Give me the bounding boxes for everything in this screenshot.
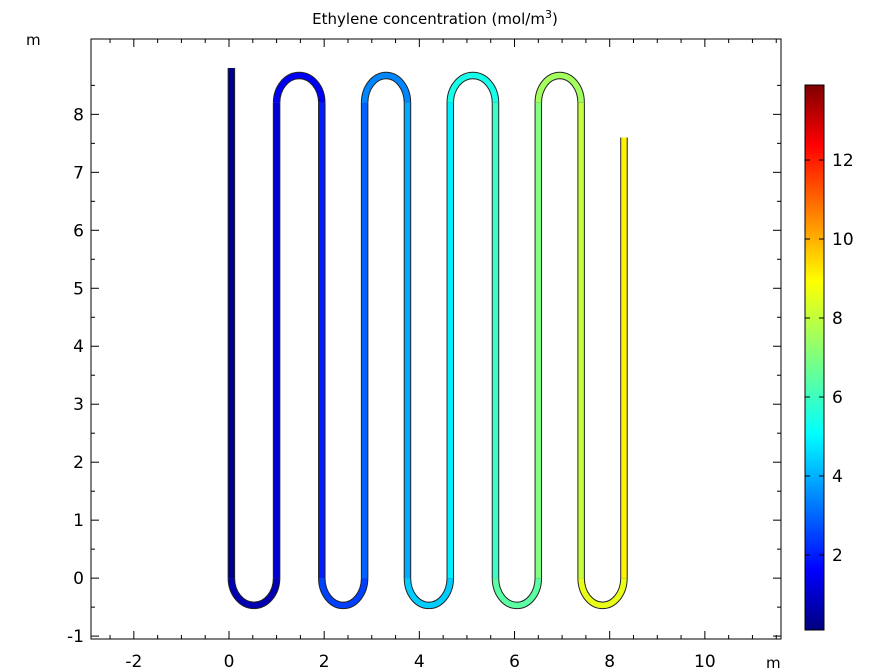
- chart-title-superscript: 3: [545, 8, 552, 21]
- colorbar: [804, 84, 825, 631]
- x-tick-label: 2: [319, 652, 330, 672]
- pipe-segment: [492, 578, 542, 608]
- pipe-segment: [447, 72, 499, 103]
- pipe-segment: [273, 72, 325, 103]
- reactor-pipe: [227, 67, 628, 610]
- x-tick-label: 6: [509, 652, 520, 672]
- y-tick-label: -1: [67, 627, 84, 647]
- pipe-segment: [404, 578, 454, 609]
- y-tick-label: 8: [73, 105, 84, 125]
- pipe-segment: [228, 578, 280, 609]
- x-tick-label: 4: [414, 652, 425, 672]
- colorbar-tick-label: 4: [832, 467, 843, 487]
- colorbar-tick-label: 10: [832, 230, 854, 250]
- pipe-segment: [361, 72, 411, 103]
- colorbar-tick-label: 8: [832, 309, 843, 329]
- y-axis: -1 0 1 2 3 4 5 6 7 8: [67, 84, 781, 647]
- x-tick-label: 0: [224, 652, 235, 672]
- y-tick-label: 3: [73, 395, 84, 415]
- chart-title: Ethylene concentration (mol/m3): [312, 8, 558, 28]
- pipe-segment: [535, 72, 584, 103]
- colorbar-tick-label: 6: [832, 388, 843, 408]
- x-tick-label: -2: [125, 652, 142, 672]
- y-axis-unit-label: m: [26, 31, 41, 49]
- colorbar-tick-label: 2: [832, 546, 843, 566]
- pipe-segment: [319, 578, 368, 609]
- y-tick-label: 1: [73, 511, 84, 531]
- y-tick-label: 5: [73, 279, 84, 299]
- y-tick-label: 4: [73, 337, 84, 357]
- x-axis-unit-label: m: [766, 654, 781, 672]
- pipe-segment: [578, 578, 627, 609]
- x-tick-label: 8: [604, 652, 615, 672]
- colorbar-ticks: 2 4 6 8 10 12: [805, 151, 854, 566]
- y-tick-label: 7: [73, 163, 84, 183]
- y-tick-label: 6: [73, 221, 84, 241]
- x-tick-label: 10: [694, 652, 716, 672]
- y-tick-label: 0: [73, 569, 84, 589]
- colorbar-tick-label: 12: [832, 151, 854, 171]
- chart-title-suffix: ): [552, 10, 558, 28]
- x-axis: -2 0 2 4 6 8 10: [109, 39, 777, 672]
- y-tick-label: 2: [73, 453, 84, 473]
- plot-frame: [90, 38, 782, 640]
